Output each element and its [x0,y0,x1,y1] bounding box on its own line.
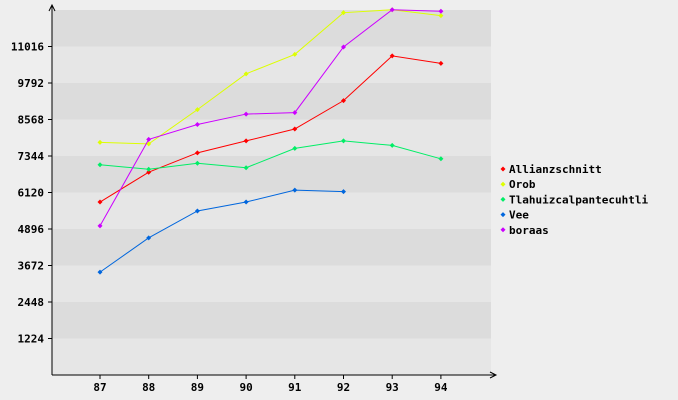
data-point [292,187,298,193]
legend-marker [500,181,506,187]
x-tick-label: 88 [142,381,155,394]
data-point [194,107,200,113]
data-point [389,7,395,13]
legend-label: Allianzschnitt [509,163,602,176]
data-point [97,162,103,168]
series-line [99,55,441,203]
data-point [341,138,346,144]
grid-band [52,83,491,120]
series-lines [97,7,444,275]
legend-marker [500,212,506,218]
grid-band [52,265,491,302]
data-point [146,235,152,241]
data-point [438,8,444,14]
grid-band [52,119,491,156]
data-point [341,44,346,50]
y-axis-arrow [48,3,56,12]
x-tick-label: 89 [191,381,204,394]
data-point [194,208,200,214]
grid-band [52,338,491,375]
x-tick-label: 92 [337,381,350,394]
data-point [292,145,298,151]
data-point [97,223,103,229]
data-point [194,160,200,166]
legend-label: Vee [509,209,529,222]
series-line [99,140,442,170]
x-tick-label: 87 [93,381,106,394]
grid-band [52,192,491,229]
data-point [438,156,444,162]
legend-label: boraas [509,224,549,237]
data-point [146,166,152,172]
legend-marker [500,227,506,233]
y-tick-label: 9792 [18,77,45,90]
y-tick-label: 6120 [18,187,45,200]
series-group [97,187,346,275]
grid-band [52,229,491,266]
data-point [146,136,152,142]
data-point [292,51,298,57]
series-line [99,9,441,227]
data-point [97,139,103,145]
data-point [438,13,444,19]
x-tick-label: 90 [239,381,252,394]
data-point [97,199,103,205]
y-tick-label: 3672 [18,260,45,273]
data-point [389,142,395,148]
series-group [97,138,444,172]
data-point [341,189,346,195]
data-point [194,122,200,128]
data-point [389,53,395,59]
legend: Allianzschnitt Orob Tlahuizcalpantecuhtli V… [500,163,648,237]
x-tick-label: 93 [386,381,399,394]
data-point [243,71,249,77]
data-point [146,169,152,175]
legend-marker [500,166,506,172]
series-line [99,9,441,145]
data-point [97,269,103,275]
data-point [243,111,249,117]
series-group [97,53,444,205]
legend-marker [500,196,506,202]
y-tick-label: 4896 [18,223,45,236]
y-tick-label: 11016 [11,41,44,54]
grid-band [52,156,491,193]
y-tick-label: 1224 [18,333,45,346]
y-tick-label: 2448 [18,296,45,309]
data-point [438,60,444,66]
series-line [99,189,344,273]
y-tick-label: 7344 [18,150,45,163]
data-point [243,165,249,171]
data-point [243,138,249,144]
x-tick-label: 91 [288,381,302,394]
plot-background [52,10,491,375]
x-tick-label: 94 [434,381,448,394]
grid-band [52,302,491,339]
grid-band [52,46,491,83]
y-tick-label: 8568 [18,114,45,127]
x-axis-ticks: 87 88 89 90 91 92 93 94 [93,375,448,394]
y-axis-ticks: 1224 2448 3672 4896 6120 7344 8568 9792 11016 [11,41,52,346]
data-point [341,98,346,104]
data-point [341,10,346,16]
legend-label: Orob [509,178,536,191]
grid-band [52,10,491,47]
data-point [292,126,298,132]
series-group [97,7,444,229]
axes [48,3,498,379]
data-point [194,150,200,156]
data-point [243,199,249,205]
legend-label: Tlahuizcalpantecuhtli [509,193,648,206]
data-point [292,110,298,116]
x-axis-arrow [489,371,498,379]
